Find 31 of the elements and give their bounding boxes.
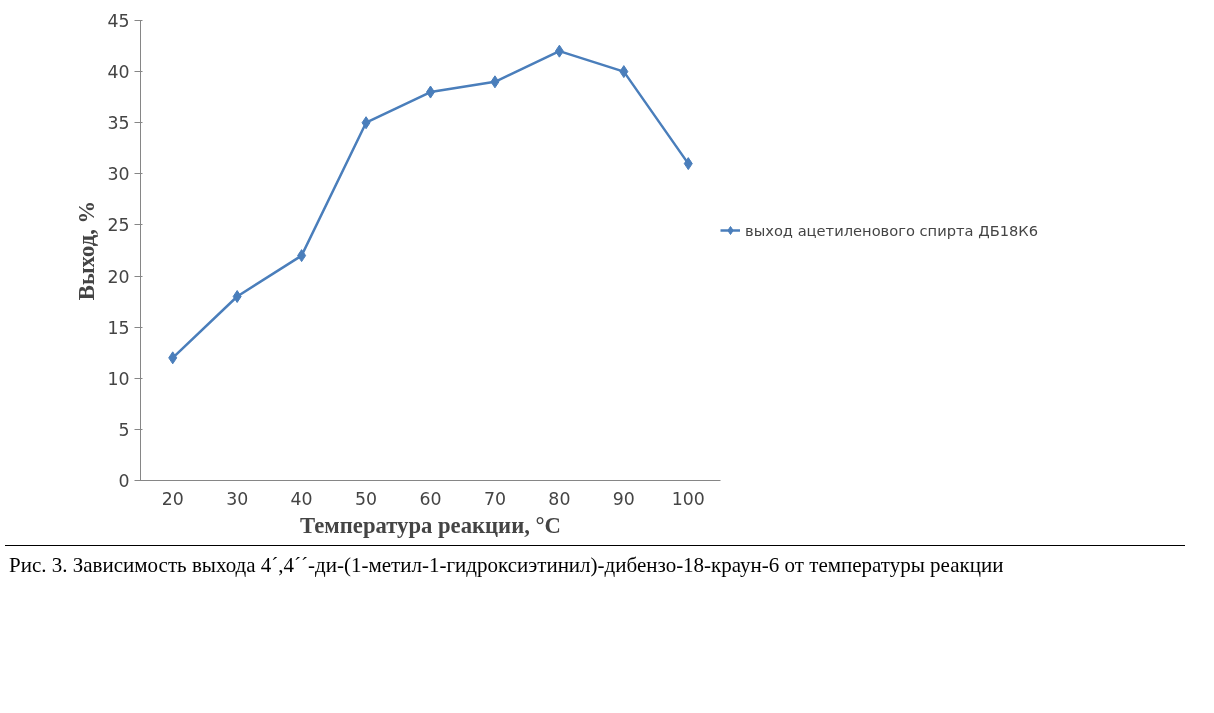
point (168, 351, 178, 365)
y-tick-label: 25 (107, 215, 130, 236)
y-tick-label: 0 (118, 471, 130, 491)
x-tick-label: 60 (419, 488, 442, 509)
y-tick-label: 10 (107, 368, 130, 389)
x-tick-label: 100 (671, 488, 705, 509)
y-tick-label: 20 (107, 266, 130, 287)
x-tick-label: 90 (612, 488, 635, 509)
y-axis-title: Выход, % (74, 200, 100, 301)
y-tick-label: 40 (107, 62, 130, 83)
y-tick-label: 45 (107, 11, 130, 31)
x-tick-label: 80 (548, 488, 571, 509)
point (232, 290, 242, 303)
x-tick-label: 40 (290, 488, 313, 509)
x-tick-label: 30 (226, 488, 249, 509)
y-tick-label: 35 (107, 113, 130, 134)
point (490, 75, 500, 89)
legend-label: выход ацетиленового спирта ДБ18К6 (745, 221, 1039, 239)
point (297, 249, 307, 263)
y-tick-label: 15 (107, 317, 130, 338)
text: Рис. 3. Зависимость выхода 4´,4´´-ди-(1-метил-1-гидроксиэтинил)-дибензо-18-краун-6 от температуры реакции (9, 552, 1004, 579)
x-axis-title: Температура реакции, °С (300, 512, 561, 538)
x-tick-label: 70 (483, 488, 506, 509)
x-tick-label: 20 (161, 488, 184, 509)
y-tick-label: 30 (107, 164, 130, 185)
x-tick-label: 50 (355, 488, 378, 509)
y-tick-label: 5 (118, 419, 130, 440)
point (619, 65, 629, 79)
point (683, 157, 693, 171)
point (361, 116, 371, 130)
point (554, 44, 564, 58)
